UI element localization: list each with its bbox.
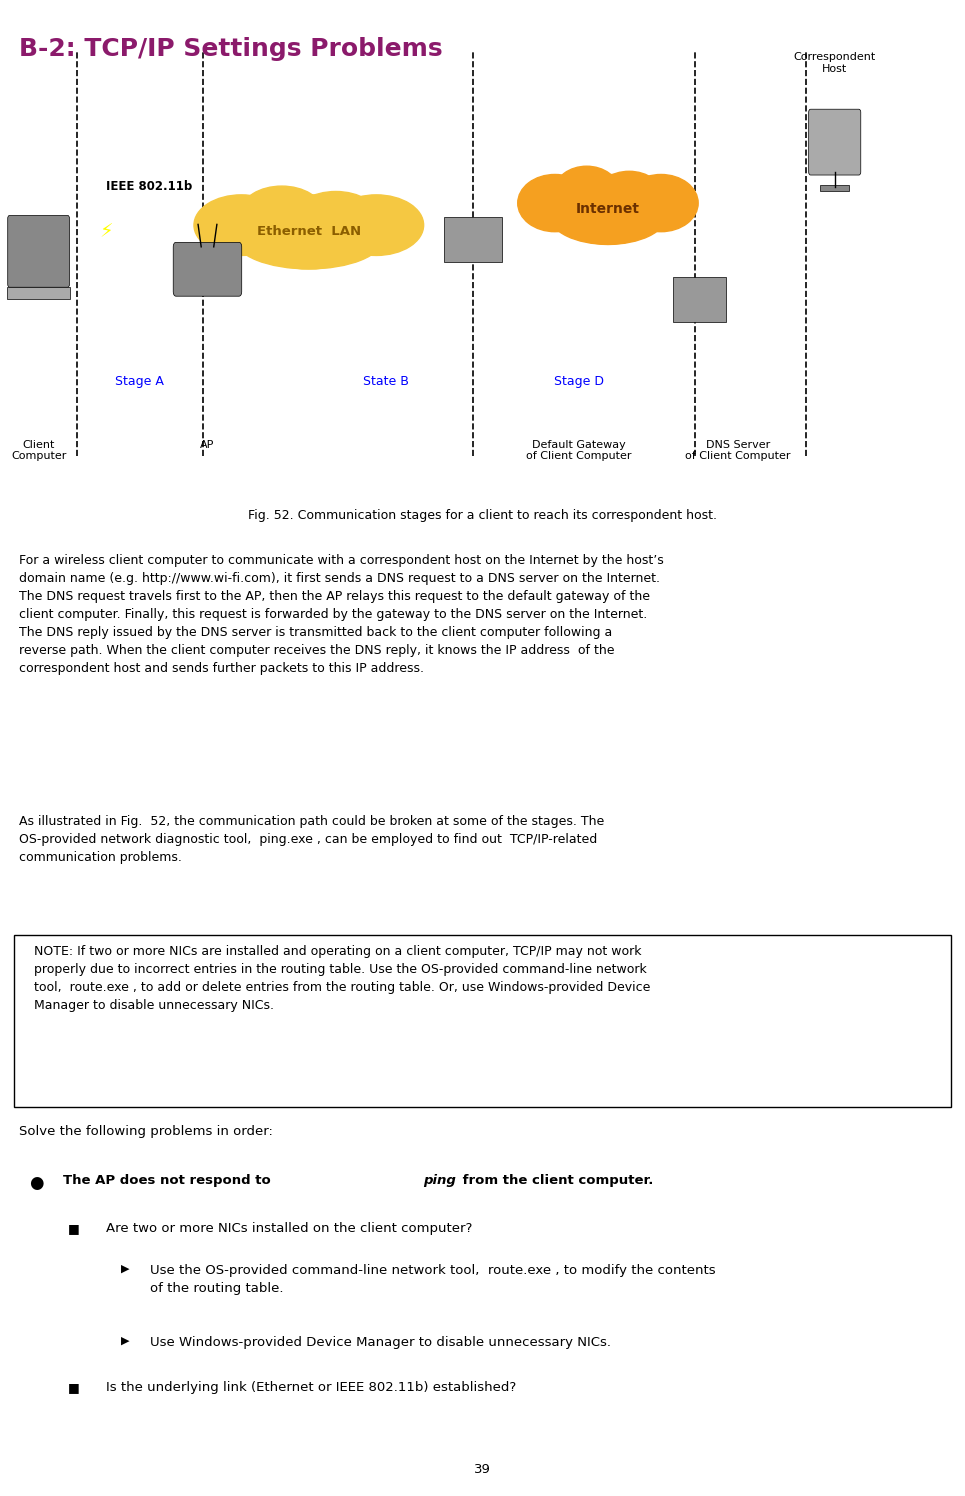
Text: ■: ■ <box>68 1222 79 1236</box>
Text: Solve the following problems in order:: Solve the following problems in order: <box>19 1125 273 1138</box>
Ellipse shape <box>517 175 593 232</box>
Text: ▶: ▶ <box>121 1336 129 1346</box>
Text: Use Windows-provided Device Manager to disable unnecessary NICs.: Use Windows-provided Device Manager to d… <box>150 1336 611 1349</box>
Bar <box>673 277 726 322</box>
Ellipse shape <box>241 194 376 269</box>
Text: from the client computer.: from the client computer. <box>458 1174 653 1188</box>
Ellipse shape <box>550 187 667 244</box>
FancyBboxPatch shape <box>14 935 951 1107</box>
Ellipse shape <box>595 172 663 223</box>
Text: Default Gateway
of Client Computer: Default Gateway of Client Computer <box>526 440 632 461</box>
Bar <box>820 186 849 191</box>
Text: ▶: ▶ <box>121 1264 129 1275</box>
Text: The AP does not respond to: The AP does not respond to <box>63 1174 275 1188</box>
Ellipse shape <box>241 186 322 238</box>
Bar <box>7 287 70 299</box>
Text: Client
Computer: Client Computer <box>11 440 67 461</box>
Text: ⚡: ⚡ <box>99 223 113 241</box>
Text: As illustrated in Fig.  52, the communication path could be broken at some of th: As illustrated in Fig. 52, the communica… <box>19 815 604 865</box>
FancyBboxPatch shape <box>8 215 69 287</box>
Ellipse shape <box>555 166 619 214</box>
Text: DNS Server
of Client Computer: DNS Server of Client Computer <box>685 440 791 461</box>
Ellipse shape <box>555 175 661 244</box>
Text: AP: AP <box>201 440 214 450</box>
Text: Stage A: Stage A <box>116 375 164 387</box>
Text: Ethernet  LAN: Ethernet LAN <box>257 226 361 238</box>
Text: Is the underlying link (Ethernet or IEEE 802.11b) established?: Is the underlying link (Ethernet or IEEE… <box>106 1381 516 1394</box>
Text: 39: 39 <box>474 1463 491 1475</box>
Ellipse shape <box>194 194 289 256</box>
Text: IEEE 802.11b: IEEE 802.11b <box>106 181 193 193</box>
Ellipse shape <box>624 175 699 232</box>
Ellipse shape <box>234 208 383 269</box>
Ellipse shape <box>292 191 379 245</box>
Text: NOTE: If two or more NICs are installed and operating on a client computer, TCP/: NOTE: If two or more NICs are installed … <box>34 945 650 1013</box>
FancyBboxPatch shape <box>174 242 241 296</box>
Text: For a wireless client computer to communicate with a correspondent host on the I: For a wireless client computer to commun… <box>19 554 664 675</box>
Text: Use the OS-provided command-line network tool,  route.exe , to modify the conten: Use the OS-provided command-line network… <box>150 1264 715 1296</box>
Text: ■: ■ <box>68 1381 79 1394</box>
Text: Stage D: Stage D <box>554 375 604 387</box>
Text: B-2: TCP/IP Settings Problems: B-2: TCP/IP Settings Problems <box>19 37 443 61</box>
FancyBboxPatch shape <box>809 109 861 175</box>
Text: Are two or more NICs installed on the client computer?: Are two or more NICs installed on the cl… <box>106 1222 473 1236</box>
Ellipse shape <box>329 194 424 256</box>
Text: Internet: Internet <box>576 202 640 217</box>
Text: Correspondent
Host: Correspondent Host <box>793 52 876 73</box>
Text: Fig. 52. Communication stages for a client to reach its correspondent host.: Fig. 52. Communication stages for a clie… <box>248 509 717 522</box>
Text: State B: State B <box>363 375 409 387</box>
Bar <box>444 217 502 262</box>
Text: ●: ● <box>29 1174 43 1192</box>
Text: ping: ping <box>423 1174 455 1188</box>
